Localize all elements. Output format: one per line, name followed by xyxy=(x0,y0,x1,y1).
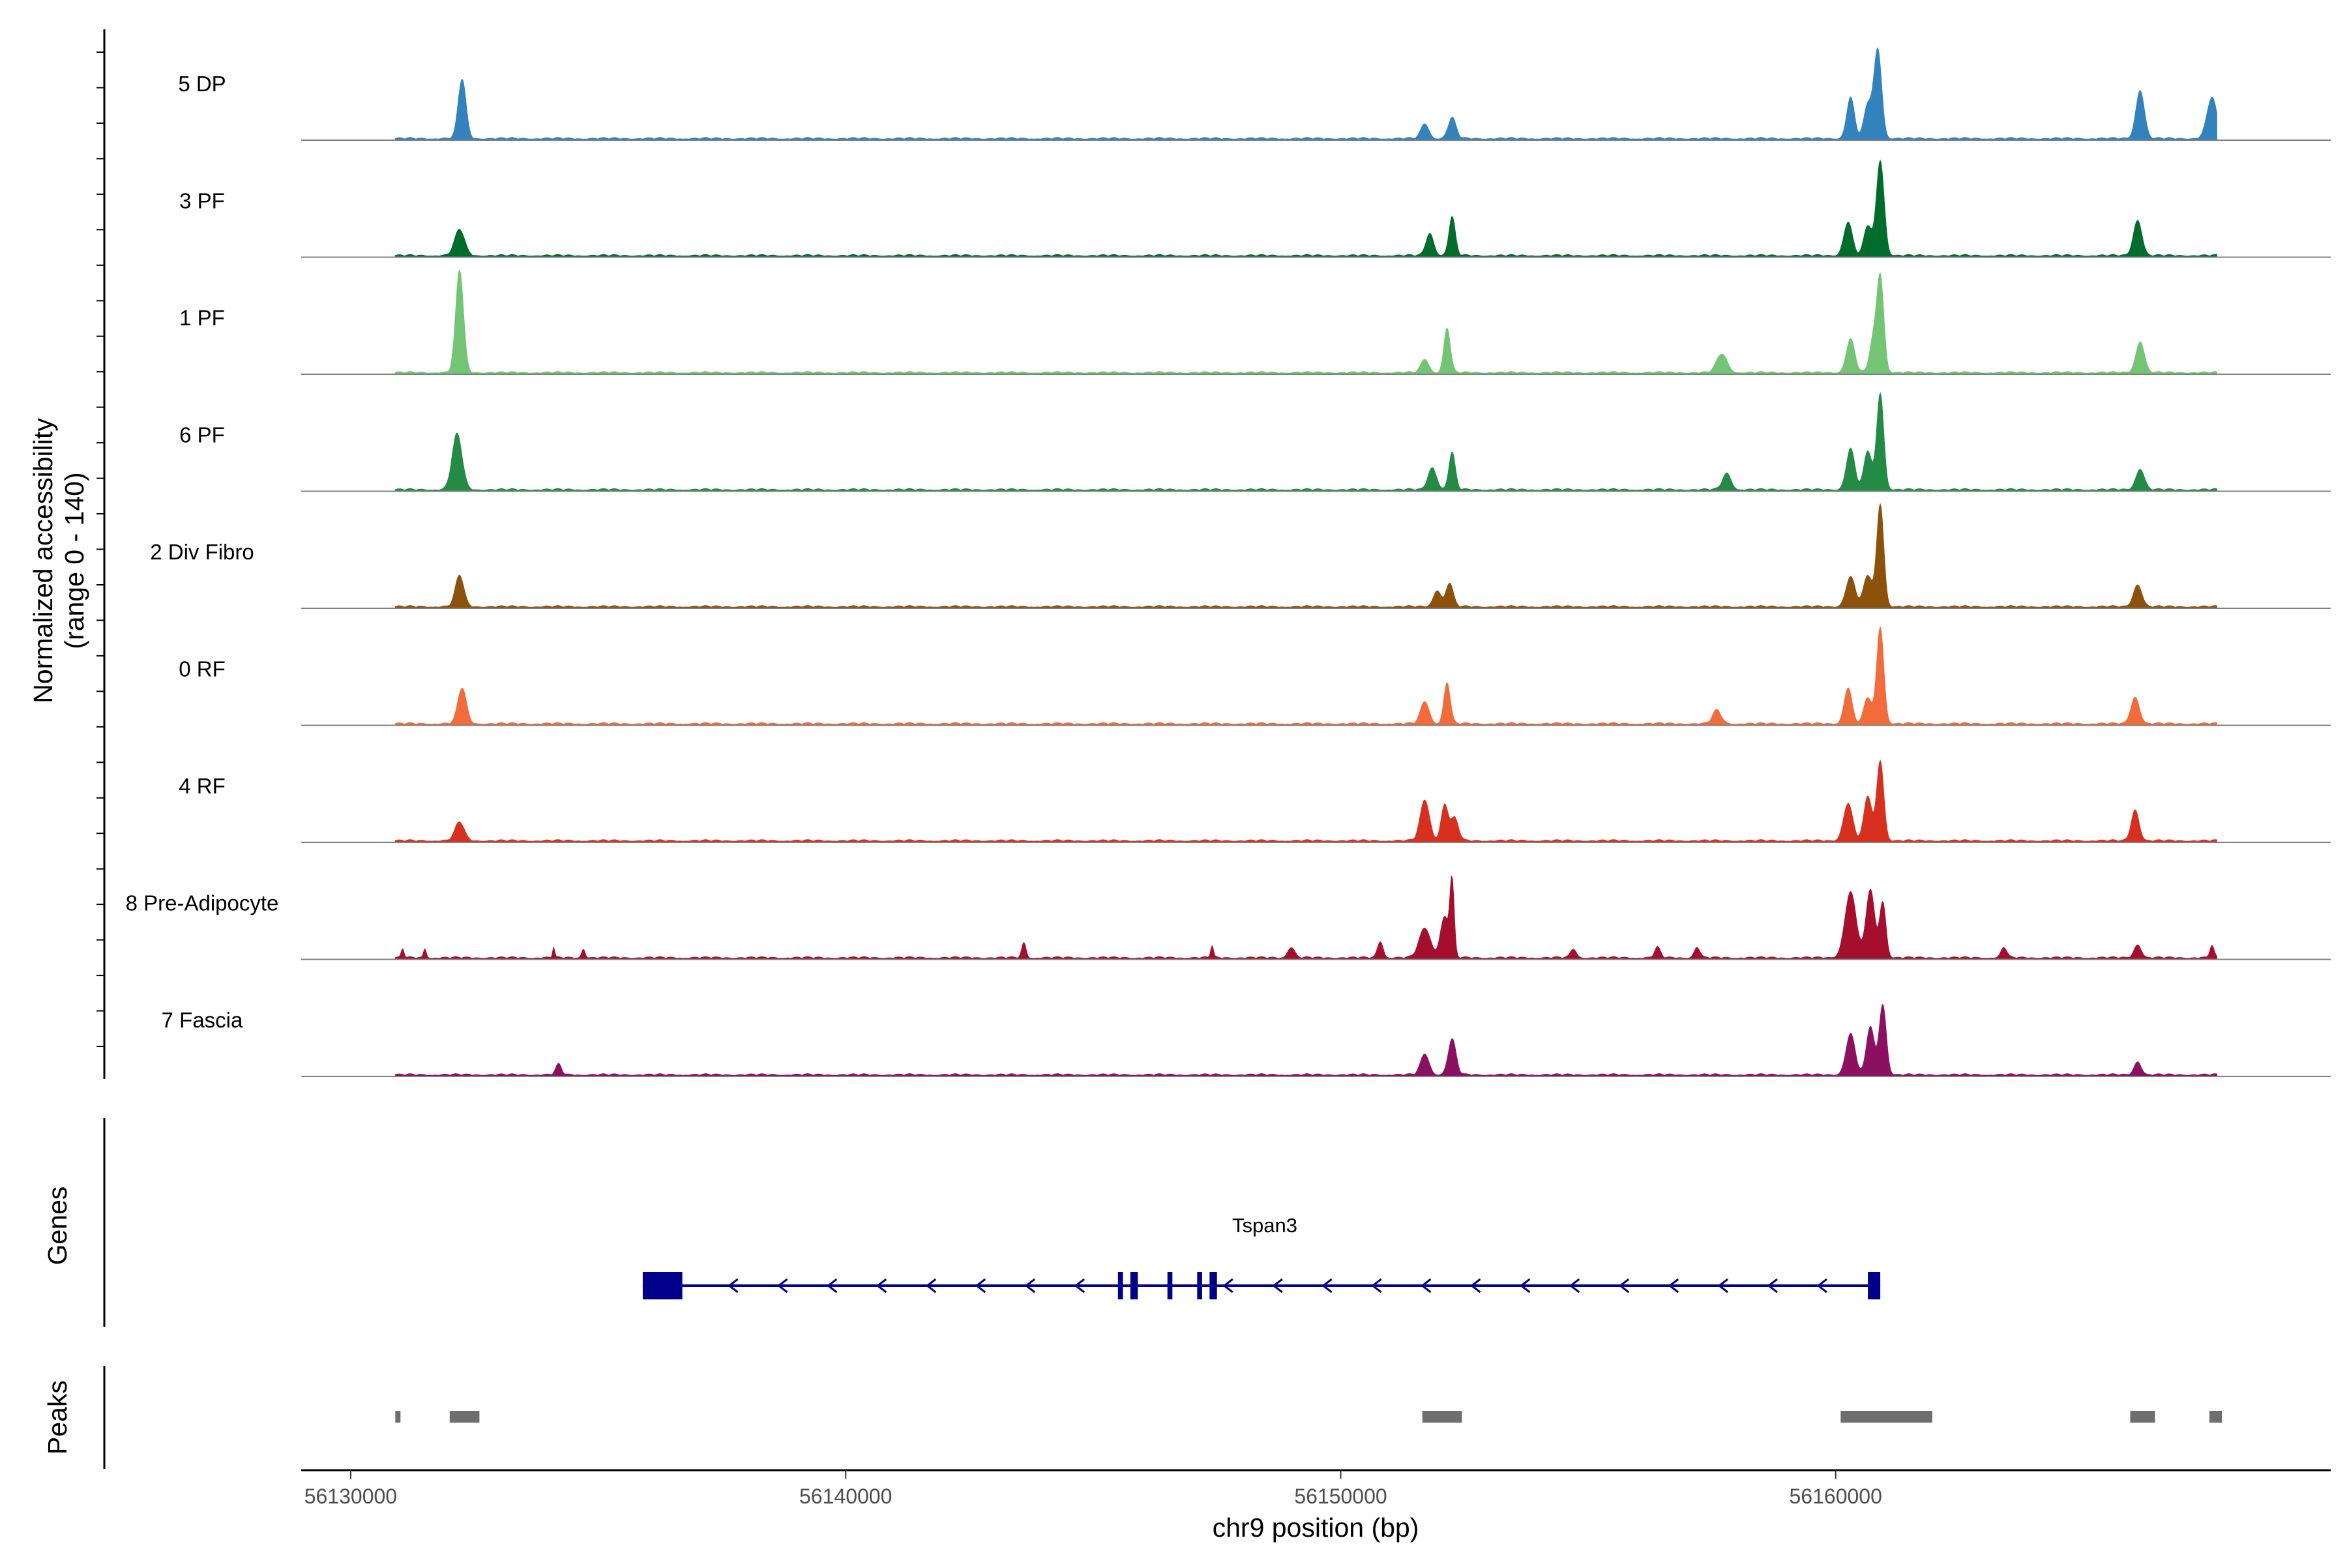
peak-region xyxy=(2130,1411,2155,1423)
coverage-area-0-rf xyxy=(394,626,2217,726)
track-8-pre-adipocyte: 8 Pre-Adipocyte xyxy=(126,876,2331,960)
track-label-5-dp: 5 DP xyxy=(178,72,226,96)
track-0-rf: 0 RF xyxy=(179,626,2331,726)
track-label-8-pre-adipocyte: 8 Pre-Adipocyte xyxy=(126,891,279,915)
gene-exon xyxy=(642,1272,683,1299)
track-label-3-pf: 3 PF xyxy=(179,189,225,213)
gene-exon xyxy=(1130,1272,1138,1299)
gene-exon xyxy=(1167,1272,1173,1299)
track-6-pf: 6 PF xyxy=(179,392,2331,492)
coverage-area-6-pf xyxy=(394,392,2217,492)
strand-arrow xyxy=(1816,1278,1827,1294)
track-label-6-pf: 6 PF xyxy=(179,423,225,447)
coverage-area-3-pf xyxy=(394,159,2217,258)
gene-exon xyxy=(1197,1272,1202,1299)
gene-exon xyxy=(1117,1272,1123,1299)
strand-arrow xyxy=(1074,1278,1085,1294)
track-label-0-rf: 0 RF xyxy=(179,657,226,681)
peak-region xyxy=(1422,1411,1462,1423)
track-3-pf: 3 PF xyxy=(179,159,2331,258)
coverage-area-2-div-fibro xyxy=(394,503,2217,609)
x-tick-label: 56140000 xyxy=(799,1485,892,1508)
strand-arrow xyxy=(1767,1278,1778,1294)
track-label-4-rf: 4 RF xyxy=(179,774,226,798)
strand-arrow xyxy=(1321,1278,1333,1294)
peaks-panel-label: Peaks xyxy=(42,1380,72,1455)
gene-track: Tspan3 xyxy=(642,1214,1881,1299)
strand-arrow xyxy=(876,1278,887,1294)
track-7-fascia: 7 Fascia xyxy=(162,1004,2331,1077)
x-tick-label: 56160000 xyxy=(1790,1485,1882,1508)
track-label-1-pf: 1 PF xyxy=(179,306,225,330)
coverage-area-4-rf xyxy=(394,760,2217,843)
peak-region xyxy=(2209,1411,2222,1423)
peak-region xyxy=(1840,1411,1932,1423)
track-2-div-fibro: 2 Div Fibro xyxy=(150,503,2331,609)
x-axis: chr9 position (bp) 56130000 56140000 56150… xyxy=(301,1469,2331,1543)
strand-arrow xyxy=(975,1278,986,1294)
coverage-area-1-pf xyxy=(394,269,2217,375)
strand-arrow xyxy=(1717,1278,1729,1294)
strand-arrow xyxy=(1470,1278,1481,1294)
strand-arrow xyxy=(1371,1278,1382,1294)
gene-name-label: Tspan3 xyxy=(1232,1214,1297,1237)
strand-arrow xyxy=(1668,1278,1679,1294)
coverage-area-8-pre-adipocyte xyxy=(394,876,2217,960)
left-axis-lines xyxy=(96,29,106,1469)
strand-arrow xyxy=(1272,1278,1283,1294)
strand-arrow xyxy=(1024,1278,1036,1294)
peak-track xyxy=(395,1411,2222,1423)
x-tick-label: 56150000 xyxy=(1294,1485,1387,1508)
track-label-2-div-fibro: 2 Div Fibro xyxy=(150,540,254,564)
strand-arrow xyxy=(777,1278,788,1294)
track-4-rf: 4 RF xyxy=(179,760,2331,843)
gene-exon xyxy=(1209,1272,1217,1299)
peak-region xyxy=(395,1411,401,1423)
peak-region xyxy=(449,1411,480,1423)
gene-exon xyxy=(1868,1272,1881,1299)
track-1-pf: 1 PF xyxy=(179,269,2331,375)
strand-arrow xyxy=(1569,1278,1580,1294)
x-axis-title: chr9 position (bp) xyxy=(1213,1513,1419,1543)
track-5-dp: 5 DP xyxy=(178,47,2331,141)
track-label-7-fascia: 7 Fascia xyxy=(162,1008,243,1032)
x-tick-label: 56130000 xyxy=(304,1485,397,1508)
strand-arrow xyxy=(925,1278,937,1294)
strand-arrow xyxy=(1618,1278,1630,1294)
strand-arrow xyxy=(1421,1278,1432,1294)
y-axis-range-label: (range 0 - 140) xyxy=(59,472,89,649)
coverage-area-7-fascia xyxy=(394,1004,2217,1077)
coverage-tracks: 5 DP 3 PF 1 PF 6 PF 2 Div Fibro 0 RF 4 RF 8 Pre… xyxy=(126,47,2331,1077)
strand-arrow xyxy=(1222,1278,1233,1294)
genes-panel-label: Genes xyxy=(42,1187,72,1265)
y-axis-title: Normalized accessibility xyxy=(28,418,58,703)
coverage-area-5-dp xyxy=(394,47,2217,141)
strand-arrow xyxy=(1519,1278,1531,1294)
strand-arrow xyxy=(728,1278,739,1294)
strand-arrow xyxy=(826,1278,838,1294)
